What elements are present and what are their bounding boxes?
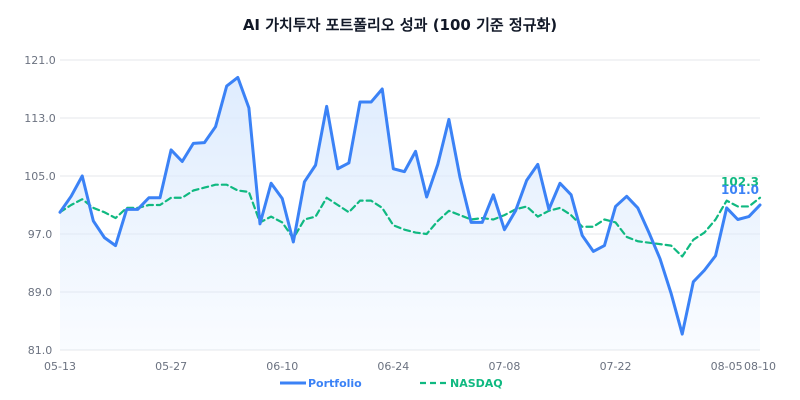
y-tick-label: 97.0 xyxy=(28,228,53,241)
x-tick-label: 08-05 xyxy=(711,360,743,373)
y-tick-label: 105.0 xyxy=(24,170,56,183)
portfolio-series-line xyxy=(58,75,762,336)
x-tick-label: 07-22 xyxy=(600,360,632,373)
x-tick-label: 08-10 xyxy=(744,360,776,373)
x-tick-label: 07-08 xyxy=(488,360,520,373)
x-tick-label: 05-27 xyxy=(155,360,187,373)
legend-nasdaq-label: NASDAQ xyxy=(450,377,503,390)
x-tick-label: 06-24 xyxy=(377,360,409,373)
legend-portfolio-label: Portfolio xyxy=(308,377,362,390)
portfolio-end-label: 101.0 xyxy=(721,183,759,197)
portfolio-area xyxy=(60,77,760,351)
y-tick-label: 89.0 xyxy=(28,286,53,299)
y-tick-label: 121.0 xyxy=(24,54,56,67)
x-tick-label: 05-13 xyxy=(44,360,76,373)
x-tick-label: 06-10 xyxy=(266,360,298,373)
y-tick-label: 113.0 xyxy=(24,112,56,125)
nasdaq-series-line xyxy=(58,183,762,258)
nasdaq-end-label: 102.3 xyxy=(721,175,759,189)
chart-title: AI 가치투자 포트폴리오 성과 (100 기준 정규화) xyxy=(242,16,558,34)
y-tick-label: 81.0 xyxy=(28,344,53,357)
